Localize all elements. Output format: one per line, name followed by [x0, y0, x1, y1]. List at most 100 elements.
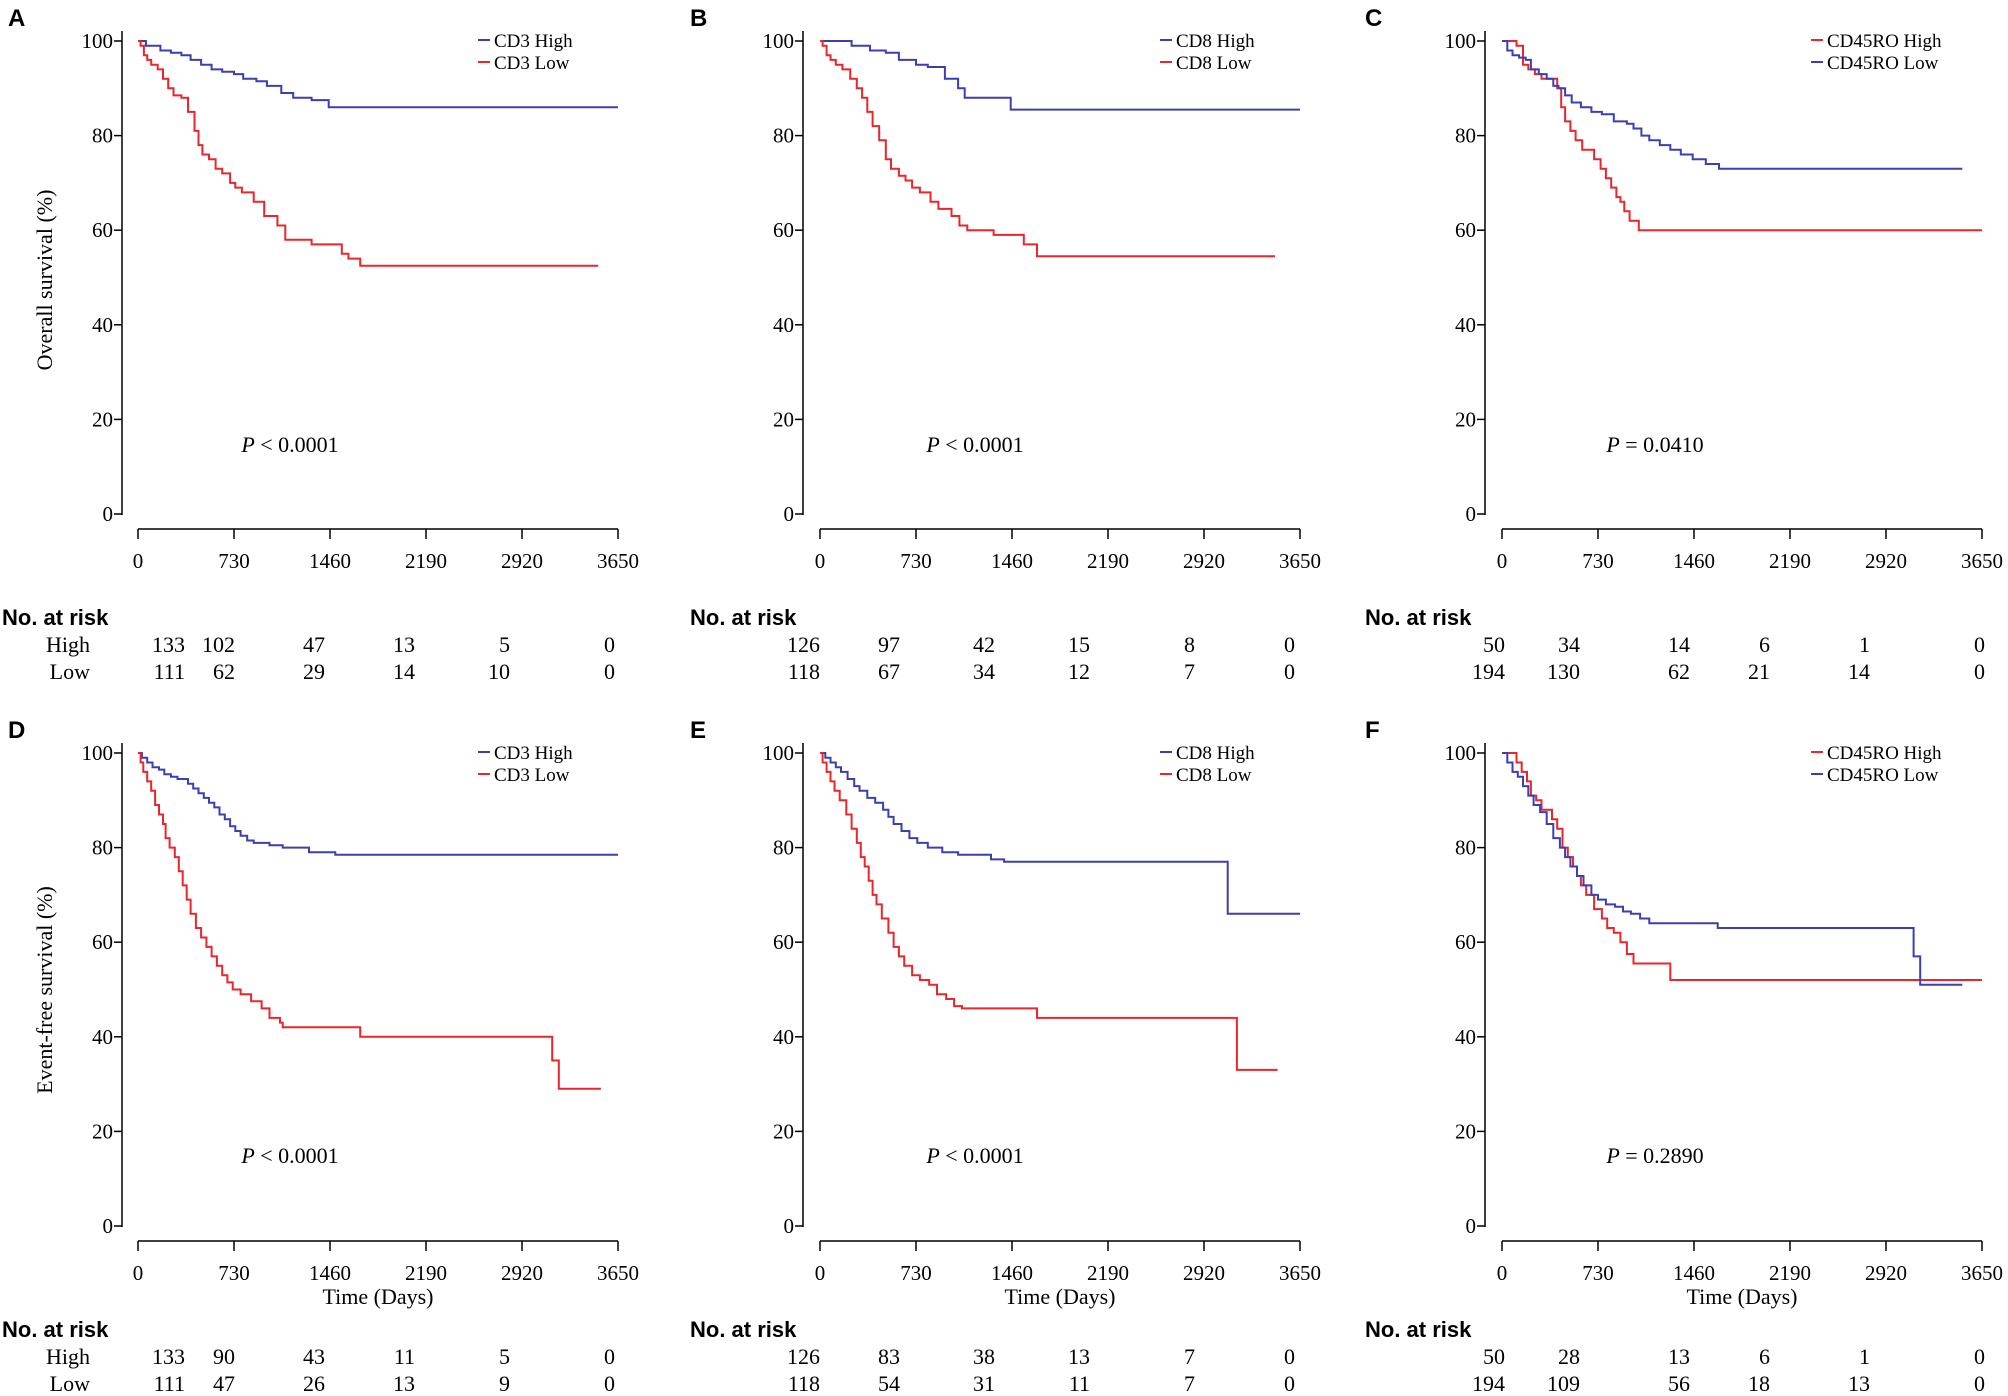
x-tick-label: 1460: [1673, 1261, 1715, 1285]
legend-label: CD3 High: [494, 743, 573, 764]
risk-value-high: 28: [1558, 1344, 1580, 1369]
risk-value-high: 14: [1668, 632, 1690, 657]
risk-value-low: 14: [1848, 659, 1870, 684]
y-tick-label: 80: [1455, 124, 1476, 148]
risk-value-low: 10: [488, 659, 510, 684]
y-tick-label: 60: [1455, 218, 1476, 242]
x-tick-label: 3650: [1279, 549, 1321, 573]
risk-value-high: 7: [1184, 1344, 1195, 1369]
y-tick-label: 40: [1455, 313, 1476, 337]
y-tick-label: 20: [1455, 1119, 1476, 1143]
series-line-cd45ro-low: [1502, 752, 1963, 986]
risk-value-high: 0: [1284, 1344, 1295, 1369]
risk-table-title: No. at risk: [1365, 605, 1472, 630]
x-tick-label: 1460: [309, 549, 351, 573]
risk-value-high: 1: [1859, 632, 1870, 657]
risk-value-low: 31: [973, 1371, 995, 1396]
risk-value-low: 194: [1472, 1371, 1505, 1396]
p-value-label: P = 0.2890: [1605, 1143, 1703, 1168]
y-tick-label: 60: [773, 930, 794, 954]
series-line-cd3-low: [138, 40, 599, 267]
x-tick-label: 2190: [405, 1261, 447, 1285]
risk-table: No. at risk 50 28 13 6 1 0 194 109 56 18 13 0: [1365, 1317, 1985, 1396]
legend-label: CD8 High: [1176, 743, 1255, 764]
panel-letter: E: [690, 717, 706, 744]
risk-value-low: 0: [1974, 659, 1985, 684]
legend-label: CD45RO High: [1827, 31, 1942, 52]
y-tick-label: 100: [82, 741, 114, 765]
y-tick-label: 60: [773, 218, 794, 242]
x-tick-label: 0: [1497, 1261, 1508, 1285]
risk-value-low: 0: [1284, 1371, 1295, 1396]
legend-label: CD45RO High: [1827, 743, 1942, 764]
y-tick-label: 40: [773, 1025, 794, 1049]
y-tick-label: 0: [103, 1214, 114, 1238]
risk-value-low: 14: [393, 659, 415, 684]
legend-label: CD3 Low: [494, 765, 570, 786]
x-tick-label: 730: [218, 1261, 250, 1285]
x-tick-label: 0: [815, 549, 826, 573]
risk-value-low: 111: [154, 1371, 185, 1396]
x-tick-label: 2920: [501, 549, 543, 573]
y-tick-label: 0: [1466, 1214, 1477, 1238]
x-tick-label: 2920: [1183, 549, 1225, 573]
risk-value-high: 1: [1859, 1344, 1870, 1369]
y-tick-label: 60: [92, 930, 113, 954]
y-tick-label: 60: [1455, 930, 1476, 954]
risk-value-low: 0: [604, 659, 615, 684]
legend-label: CD3 Low: [494, 53, 570, 74]
risk-value-low: 118: [788, 659, 820, 684]
y-tick-label: 40: [92, 313, 113, 337]
x-tick-label: 1460: [991, 549, 1033, 573]
risk-value-high: 13: [393, 632, 415, 657]
risk-value-high: 0: [604, 1344, 615, 1369]
risk-value-low: 62: [213, 659, 235, 684]
x-tick-label: 2920: [1183, 1261, 1225, 1285]
x-tick-label: 2920: [501, 1261, 543, 1285]
risk-value-low: 194: [1472, 659, 1505, 684]
x-tick-label: 0: [133, 1261, 144, 1285]
risk-value-high: 11: [394, 1344, 415, 1369]
series-line-cd3-high: [138, 40, 618, 109]
panel-D: D 0 20 40 60 80 100 0 730 1460 2190 2920 3650 Event-f…: [2, 717, 639, 1396]
risk-value-low: 130: [1547, 659, 1580, 684]
p-value-label: P < 0.0001: [925, 432, 1023, 457]
y-tick-label: 100: [763, 29, 795, 53]
risk-value-high: 97: [878, 632, 900, 657]
risk-value-low: 54: [878, 1371, 900, 1396]
risk-row-label-low: Low: [50, 659, 90, 684]
x-tick-label: 1460: [309, 1261, 351, 1285]
risk-value-low: 13: [1848, 1371, 1870, 1396]
y-tick-label: 0: [784, 1214, 795, 1238]
risk-value-low: 11: [1069, 1371, 1090, 1396]
x-tick-label: 3650: [1961, 549, 2003, 573]
y-tick-label: 40: [92, 1025, 113, 1049]
risk-value-high: 13: [1068, 1344, 1090, 1369]
panel-E: E 0 20 40 60 80 100 0 730 1460 2190 2920 3650 Time (D…: [690, 717, 1321, 1396]
legend-label: CD3 High: [494, 31, 573, 52]
y-tick-label: 60: [92, 218, 113, 242]
y-tick-label: 80: [773, 124, 794, 148]
series-line-cd8-low: [820, 752, 1278, 1071]
risk-value-low: 118: [788, 1371, 820, 1396]
p-value-label: P < 0.0001: [925, 1143, 1023, 1168]
panel-letter: A: [8, 5, 25, 32]
y-tick-label: 0: [103, 502, 114, 526]
x-tick-label: 3650: [597, 549, 639, 573]
x-tick-label: 0: [1497, 549, 1508, 573]
risk-value-high: 0: [604, 632, 615, 657]
risk-value-low: 18: [1748, 1371, 1770, 1396]
y-tick-label: 20: [773, 1119, 794, 1143]
y-tick-label: 20: [92, 407, 113, 431]
panel-letter: F: [1365, 717, 1380, 744]
risk-value-high: 102: [202, 632, 235, 657]
series-line-cd3-high: [138, 752, 618, 856]
x-tick-label: 0: [133, 549, 144, 573]
panel-letter: D: [8, 717, 25, 744]
risk-row-label-high: High: [46, 1344, 90, 1369]
risk-table-title: No. at risk: [690, 605, 797, 630]
